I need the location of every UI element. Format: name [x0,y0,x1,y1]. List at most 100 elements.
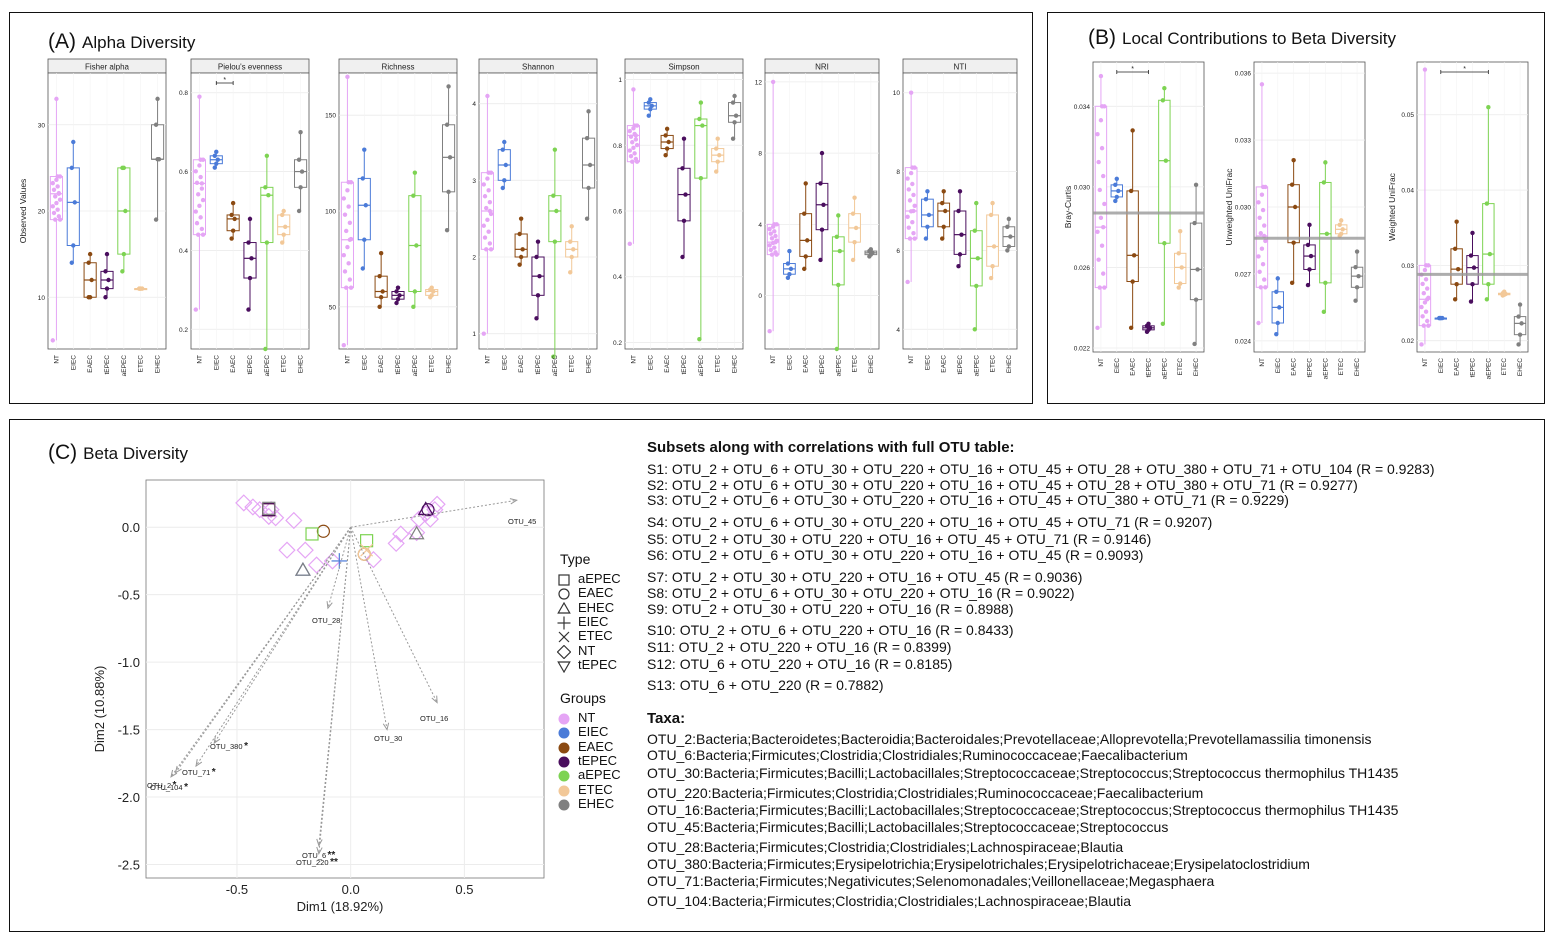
data-point-NT [1259,246,1265,251]
data-point-aEPEC [834,346,839,352]
x-tick-label-NT: NT [344,355,351,364]
y-tick-label: 0.033 [1235,138,1252,145]
data-point-tEPEC [819,150,825,156]
arrowhead [170,769,178,778]
panel-c-title-text: Beta Diversity [83,444,189,463]
x-tick-label-NT: NT [1422,358,1429,367]
data-point-EIEC [923,236,929,241]
box-EAEC [1450,248,1463,285]
data-point-NT [199,186,205,191]
data-point-EHEC [1008,234,1013,239]
data-point-EAEC [940,200,945,206]
data-point-EHEC [446,84,451,89]
box-EHEC [1189,222,1203,301]
data-point-tEPEC [957,189,963,194]
data-point-EHEC [1517,332,1523,337]
data-point-EIEC [1274,331,1279,337]
data-point-NT [1102,201,1107,207]
data-point-NT [1098,215,1104,221]
data-point-aEPEC [121,251,127,257]
x-tick-label-aEPEC: aEPEC [698,355,705,377]
loading-arrow-OTU_380 [213,526,352,744]
taxa-line: OTU_28:Bacteria;Firmicutes;Clostridia;Cl… [647,839,1124,855]
y-tick-label: 1 [472,331,476,338]
data-point-EAEC [377,304,382,310]
data-point-aEPEC [552,239,558,244]
data-point-EAEC [941,189,946,194]
data-point-ETEC [1339,231,1344,236]
arrowhead [431,695,438,704]
data-point-NT [773,233,778,239]
data-point-NT [627,148,632,153]
data-point-ETEC [988,212,994,218]
data-point-EIEC [69,260,74,265]
x-tick-label-EAEC: EAEC [1130,358,1137,376]
data-point-NT [1425,318,1430,324]
data-point-NT [1095,131,1100,137]
data-point-EIEC [1113,182,1118,188]
box-panel-richness: Richness 50 100 150 NT EIEC EAEC tEPEC aEPEC ETEC… [325,58,458,376]
y-tick-label: 4 [896,327,900,334]
legend-dot [558,770,570,782]
y-tick-label: 0.030 [1074,184,1091,191]
data-point-EHEC [155,96,160,102]
data-point-tEPEC [681,136,687,141]
arrowhead [326,601,333,610]
data-point-ETEC [568,270,573,275]
subset-line: S13: OTU_6 + OTU_220 (R = 0.7882) [647,677,884,693]
data-point-NT [348,285,354,290]
data-point-EHEC [732,120,737,125]
y-tick-label: 0.03 [1401,263,1414,270]
data-point-tEPEC [683,192,688,197]
x-tick-label-aEPEC: aEPEC [552,355,559,377]
arrow-significance-OTU_380: * [244,741,248,752]
data-point-NT [632,131,637,137]
subset-line: S7: OTU_2 + OTU_30 + OTU_220 + OTU_16 + … [647,569,1083,585]
x-tick-label-NT: NT [196,355,203,364]
data-point-EHEC [446,189,451,195]
data-point-NT [768,247,773,253]
data-point-NT [1258,285,1263,290]
data-point-EHEC [1353,265,1358,270]
box-aEPEC [1158,99,1171,244]
arrow-significance-OTU_220: ** [330,857,338,868]
data-point-NT [912,236,917,241]
x-tick-label-EAEC: EAEC [378,355,385,373]
data-point-NT [905,214,910,219]
x-tick-label-aEPEC: aEPEC [835,355,842,377]
data-point-NT [199,226,205,232]
data-point-NT [1098,73,1104,79]
scatter-point-NT [235,494,253,512]
y-tick-label: 10 [893,90,901,97]
y-tick-label: 0.6 [179,169,188,176]
data-point-aEPEC [412,289,418,294]
legend-type-title: Type [560,551,591,567]
box-EHEC [151,124,165,160]
data-point-tEPEC [680,254,685,260]
data-point-tEPEC [1307,267,1312,272]
beta-diversity-plot: -0.5 0.0 0.5 0.0 -0.5 -1.0 -1.5 -2.0 -2.5 Dim1 (1… [92,479,545,914]
data-point-EIEC [1277,305,1282,310]
data-point-EAEC [87,295,93,300]
y-axis-label-bray: Bray-Curtis [1063,186,1073,229]
data-point-aEPEC [123,208,128,214]
data-point-NT [1256,200,1261,205]
data-point-NT [344,228,349,234]
loading-arrow-OTU_16 [350,526,438,703]
subset-line: S4: OTU_2 + OTU_6 + OTU_30 + OTU_220 + O… [647,514,1213,530]
legend-type-label: EAEC [578,585,614,601]
x-tick-label-ETEC: ETEC [138,355,145,373]
x-tick-label-EIEC: EIEC [1438,358,1445,373]
data-point-NT [54,96,59,102]
legend-shape-EHEC [557,601,571,614]
data-point-NT [773,250,778,255]
box-EHEC [728,102,742,123]
data-point-NT [630,140,635,145]
arrow-label-OTU_220: OTU_220 [296,858,329,867]
data-point-tEPEC [818,181,823,186]
arrow-label-OTU_30: OTU_30 [374,734,402,743]
data-point-EAEC [940,236,945,241]
data-point-NT [196,192,201,197]
data-point-NT [481,331,486,336]
data-point-NT [1102,285,1107,290]
